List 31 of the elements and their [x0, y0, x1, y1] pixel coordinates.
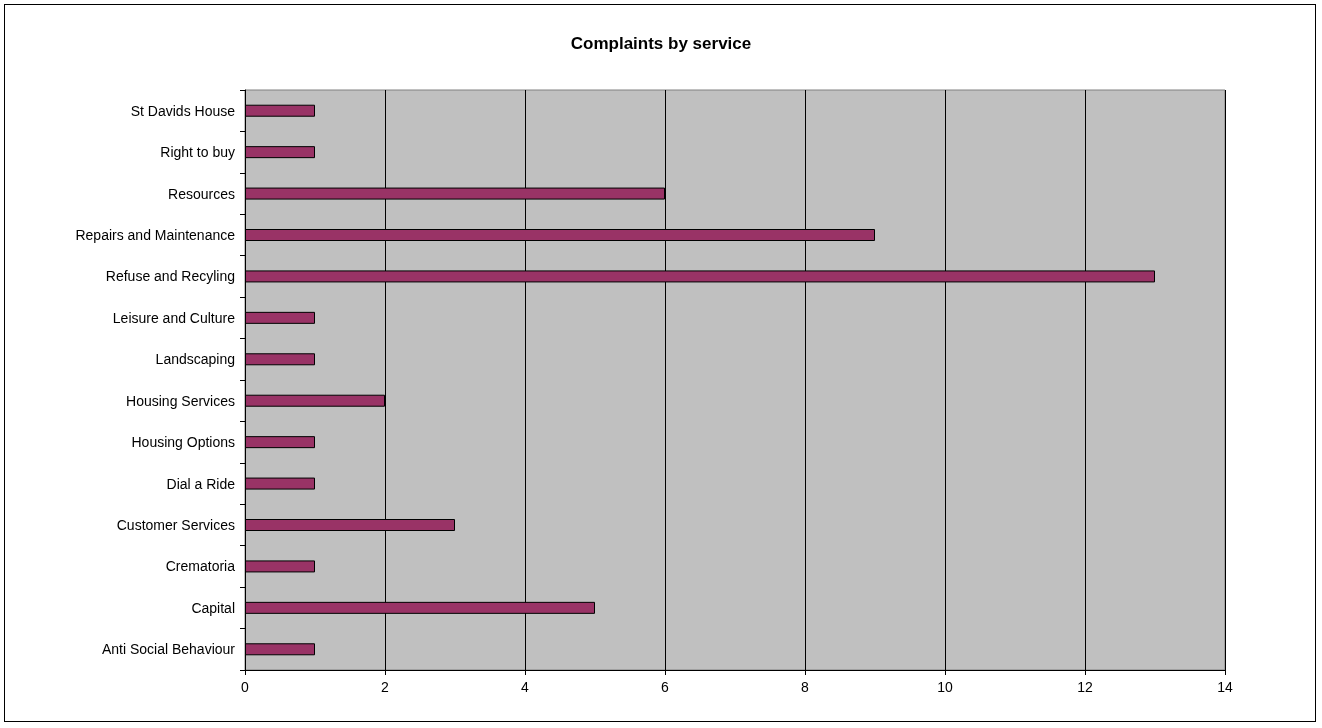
y-tick-label: Dial a Ride	[166, 475, 236, 492]
bar	[245, 477, 315, 490]
y-tick-label: Housing Options	[131, 434, 235, 451]
y-tick-label: Repairs and Maintenance	[75, 227, 236, 243]
bar	[245, 353, 315, 366]
bar	[245, 643, 315, 656]
bar	[245, 146, 315, 159]
y-tick-label: Anti Social Behaviour	[101, 641, 236, 658]
bar	[245, 311, 315, 324]
y-tick-label: Housing Services	[126, 392, 235, 409]
y-tick-label: Landscaping	[155, 351, 235, 368]
x-tick-label: 6	[661, 679, 670, 695]
y-tick-label: Refuse and Recyling	[105, 268, 235, 285]
bar	[245, 560, 315, 573]
chart-title: Complaints by service	[570, 34, 752, 53]
y-tick-label: Resources	[168, 185, 235, 202]
bar	[245, 436, 315, 449]
x-tick-label: 12	[1077, 679, 1093, 695]
bar	[245, 104, 315, 117]
x-tick-label: 2	[381, 679, 390, 695]
y-tick-label: Right to buy	[160, 144, 235, 161]
x-tick-label: 4	[521, 679, 530, 695]
x-tick-label: 0	[241, 679, 250, 695]
y-tick-label: Customer Services	[116, 517, 235, 533]
x-tick-label: 10	[937, 679, 953, 695]
x-tick-label: 8	[801, 679, 810, 695]
y-tick-label: St Davids House	[130, 102, 236, 119]
y-tick-label: Leisure and Culture	[112, 309, 236, 326]
y-tick-label: Crematoria	[165, 558, 236, 575]
y-tick-label: Capital	[191, 599, 235, 616]
x-tick-label: 14	[1217, 679, 1233, 695]
